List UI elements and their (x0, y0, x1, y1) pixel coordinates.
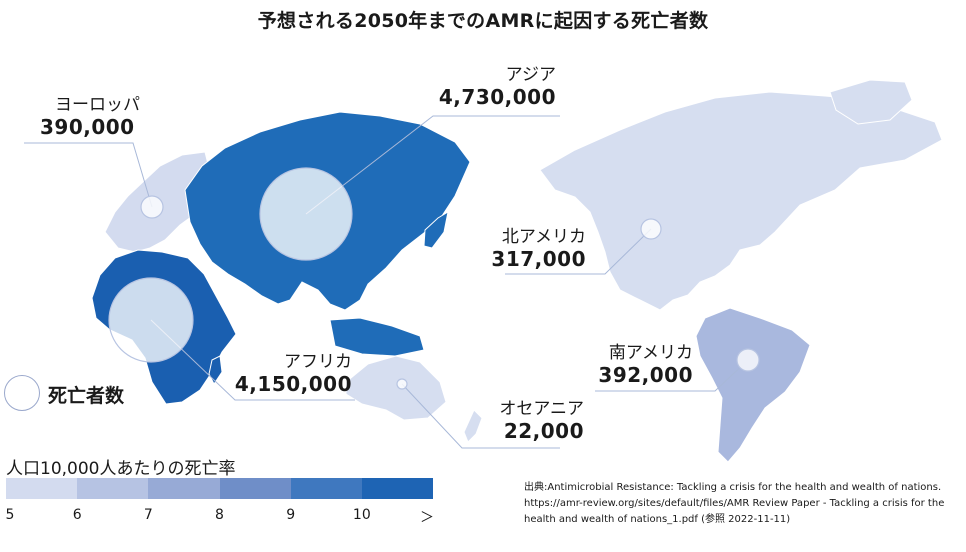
region-value-south-america: 392,000 (598, 362, 693, 387)
japan-landmass (423, 210, 449, 249)
region-value-asia: 4,730,000 (438, 84, 556, 109)
scale-segment (148, 478, 220, 499)
north-america-landmass[interactable] (539, 91, 943, 311)
bubble-north-america[interactable] (640, 218, 662, 240)
legend-bubble-label: 死亡者数 (48, 385, 125, 407)
southeast-asia-islands (329, 317, 425, 357)
scale-tick-label: 8 (215, 507, 224, 523)
color-scale-bar (6, 478, 434, 499)
leader-line-europe (24, 142, 153, 208)
scale-segment (219, 478, 291, 499)
scale-tick-label: 7 (143, 507, 153, 523)
source-citation: 出典:Antimicrobial Resistance: Tackling a … (524, 482, 945, 525)
bubble-africa[interactable] (108, 277, 194, 363)
scale-title: 人口10,000人あたりの死亡率 (6, 459, 236, 479)
south-america-landmass[interactable] (695, 307, 811, 463)
legend-bubble-icon (4, 375, 40, 411)
region-name-africa: アフリカ (284, 352, 352, 372)
label-europe: ヨーロッパ 390,000 (30, 95, 140, 139)
scale-tick-label: 5 (5, 507, 15, 523)
scale-tick-label: ＞ (420, 510, 434, 526)
label-oceania: オセアニア 22,000 (470, 399, 584, 443)
leader-line-north-america (505, 228, 652, 275)
madagascar-landmass (208, 355, 223, 385)
label-africa: アフリカ 4,150,000 (222, 352, 352, 396)
bubble-asia[interactable] (259, 167, 353, 261)
region-value-africa: 4,150,000 (234, 371, 352, 396)
oceania-landmass[interactable] (345, 355, 447, 421)
scale-tick-label: 6 (72, 507, 82, 523)
label-north-america: 北アメリカ 317,000 (470, 227, 586, 271)
scale-segment (290, 478, 362, 499)
region-value-europe: 390,000 (40, 114, 135, 139)
leader-line-asia (305, 115, 560, 215)
region-name-oceania: オセアニア (499, 399, 584, 419)
label-asia: アジア 4,730,000 (420, 65, 556, 109)
leader-line-oceania (401, 383, 560, 449)
scale-segment (6, 478, 78, 499)
label-south-america: 南アメリカ 392,000 (575, 343, 693, 387)
scale-tick-label: 9 (286, 507, 296, 523)
scale-segment (77, 478, 149, 499)
region-name-south-america: 南アメリカ (608, 343, 693, 363)
scale-tick-label: 10 (352, 507, 371, 523)
region-name-asia: アジア (505, 65, 556, 85)
bubble-europe[interactable] (140, 195, 164, 219)
region-value-north-america: 317,000 (491, 246, 586, 271)
bubble-south-america[interactable] (736, 348, 760, 372)
region-value-oceania: 22,000 (503, 418, 584, 443)
region-name-europe: ヨーロッパ (55, 95, 140, 115)
bubble-oceania[interactable] (396, 378, 408, 390)
region-name-north-america: 北アメリカ (501, 227, 586, 247)
map-title: 予想される2050年までのAMRに起因する死亡者数 (257, 10, 709, 32)
leader-line-south-america (595, 359, 749, 392)
scale-segment (361, 478, 434, 499)
greenland-landmass (829, 79, 913, 125)
new-zealand-landmass (463, 409, 483, 443)
